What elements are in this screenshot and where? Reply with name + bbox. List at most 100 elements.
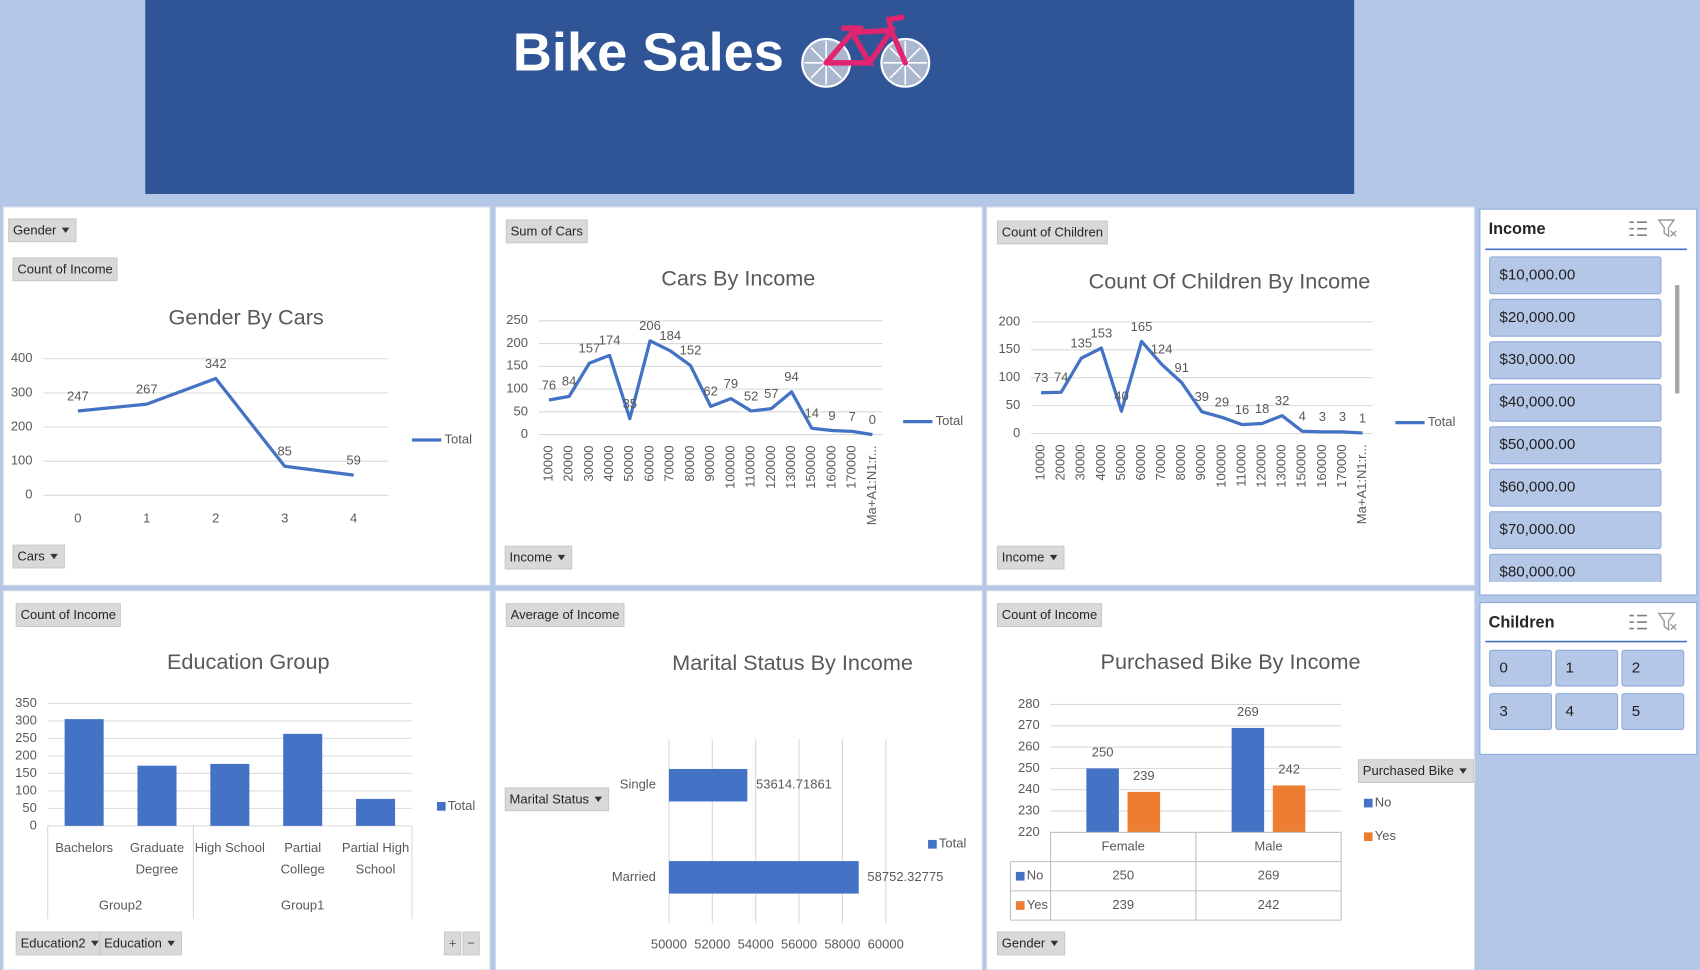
filter-button[interactable]: Count of Income: [996, 603, 1103, 627]
filter-button[interactable]: Count of Income: [12, 257, 118, 282]
slicer-item[interactable]: 3: [1489, 693, 1553, 730]
slicer-item[interactable]: $10,000.00: [1489, 256, 1662, 295]
data-label: 153: [1091, 325, 1113, 340]
table-header: Male: [1254, 838, 1282, 853]
line: [548, 339, 873, 437]
slicer-item[interactable]: 1: [1555, 649, 1619, 687]
expand-button[interactable]: +: [443, 931, 462, 956]
legend-swatch: [1363, 832, 1373, 842]
x-tick-label: 2: [212, 511, 219, 526]
x-tick-label: 130000: [1274, 444, 1289, 487]
filter-button[interactable]: Count of Children: [996, 220, 1108, 245]
dropdown-arrow: [557, 554, 566, 561]
table-cell: 242: [1258, 897, 1280, 912]
data-label: 0: [869, 412, 876, 427]
slicer-item[interactable]: $40,000.00: [1489, 383, 1662, 422]
filter-button[interactable]: Education2: [15, 931, 106, 956]
slicer-item[interactable]: 2: [1621, 649, 1685, 687]
button-label: Gender: [13, 222, 57, 237]
filter-button[interactable]: Sum of Cars: [505, 219, 588, 244]
bar: [356, 798, 396, 826]
filter-button[interactable]: Income: [996, 545, 1065, 570]
filter-button[interactable]: Average of Income: [505, 603, 625, 627]
button-label: Count of Income: [21, 607, 116, 622]
y-tick-label: Single: [620, 777, 656, 792]
x-tick-label-box: Partial High School: [342, 840, 409, 877]
button-label: −: [467, 935, 475, 950]
button-bg: [443, 931, 462, 956]
slicer-item[interactable]: $20,000.00: [1489, 298, 1662, 337]
expand-button[interactable]: −: [462, 931, 480, 956]
x-tick-label: Partial College: [280, 839, 325, 877]
data-label: 239: [1133, 768, 1155, 783]
x-tick-label: 30000: [1073, 444, 1088, 480]
chart-title: Count Of Children By Income: [1089, 269, 1371, 294]
data-label: 94: [784, 369, 798, 384]
bar: [64, 719, 104, 826]
data-label: 91: [1174, 360, 1188, 375]
slicer-item-bg: [1621, 693, 1685, 730]
slicer-item-bg: [1621, 649, 1685, 687]
y-tick-label: 250: [506, 312, 528, 327]
y-tick-label: 0: [30, 817, 37, 832]
x-tick-label: 110000: [743, 445, 758, 487]
slicer-item[interactable]: 5: [1621, 693, 1685, 730]
x-tick-label: 70000: [1153, 444, 1168, 480]
slicer-item[interactable]: 4: [1555, 693, 1619, 730]
data-label: 7: [849, 409, 856, 424]
button-label: Average of Income: [511, 607, 620, 622]
button-label: Education2: [21, 935, 86, 950]
data-label: 57: [764, 386, 778, 401]
slicer-item[interactable]: $50,000.00: [1489, 426, 1662, 465]
x-tick-label: 0: [74, 511, 81, 526]
table-cell: 269: [1258, 868, 1280, 883]
table-row-label: Yes: [1027, 897, 1049, 912]
data-label: 73: [1034, 370, 1048, 385]
legend-label: Total: [448, 798, 476, 813]
data-label: 35: [623, 396, 637, 411]
x-tick-label: 50000: [651, 937, 687, 952]
data-label: 269: [1237, 704, 1259, 719]
legend-label: Yes: [1375, 828, 1397, 843]
slicer-item-bg: [1555, 693, 1619, 730]
filter-button[interactable]: Marital Status: [504, 787, 610, 812]
slicer-item[interactable]: $30,000.00: [1489, 341, 1662, 380]
clear-filter-icon: [1657, 219, 1677, 238]
bike-icon: [801, 14, 931, 88]
x-tick-label: 52000: [694, 937, 730, 952]
filter-button[interactable]: Purchased Bike: [1357, 759, 1474, 784]
x-tick-label: 30000: [581, 445, 596, 481]
slicer-item-bg: [1489, 298, 1662, 337]
slicer-item-label: 3: [1499, 703, 1507, 720]
slicer-item[interactable]: $80,000.00: [1489, 553, 1662, 591]
slicer-item[interactable]: $60,000.00: [1489, 468, 1662, 507]
filter-button[interactable]: Gender: [8, 218, 77, 243]
x-tick-label: Graduate Degree: [129, 839, 185, 877]
button-label: Count of Children: [1002, 224, 1103, 239]
button-bg: [99, 931, 182, 956]
x-tick-label: 1: [143, 511, 150, 526]
button-bg: [996, 931, 1066, 956]
slicer-item[interactable]: $70,000.00: [1489, 511, 1662, 550]
data-label: 1: [1359, 410, 1366, 425]
chart-title: Gender By Cars: [168, 304, 323, 329]
y-tick-label: 270: [1018, 717, 1040, 732]
y-tick-label: 350: [15, 695, 37, 710]
bar: [1127, 791, 1161, 833]
data-label: 250: [1092, 745, 1114, 760]
filter-button[interactable]: Income: [504, 545, 573, 570]
data-label: 76: [542, 377, 556, 392]
chart-title: Purchased Bike By Income: [1101, 649, 1361, 674]
slicer-item[interactable]: 0: [1489, 649, 1553, 687]
x-tick-label: 110000: [1233, 444, 1248, 486]
data-label: 85: [277, 444, 291, 459]
filter-button[interactable]: Count of Income: [15, 603, 121, 627]
filter-button[interactable]: Education: [99, 931, 182, 956]
button-bg: [504, 545, 573, 570]
table-header: Female: [1102, 838, 1145, 853]
filter-button[interactable]: Cars: [12, 544, 65, 569]
filter-button[interactable]: Gender: [996, 931, 1066, 956]
button-label: Education: [104, 935, 162, 950]
table-cell: 250: [1112, 868, 1134, 883]
